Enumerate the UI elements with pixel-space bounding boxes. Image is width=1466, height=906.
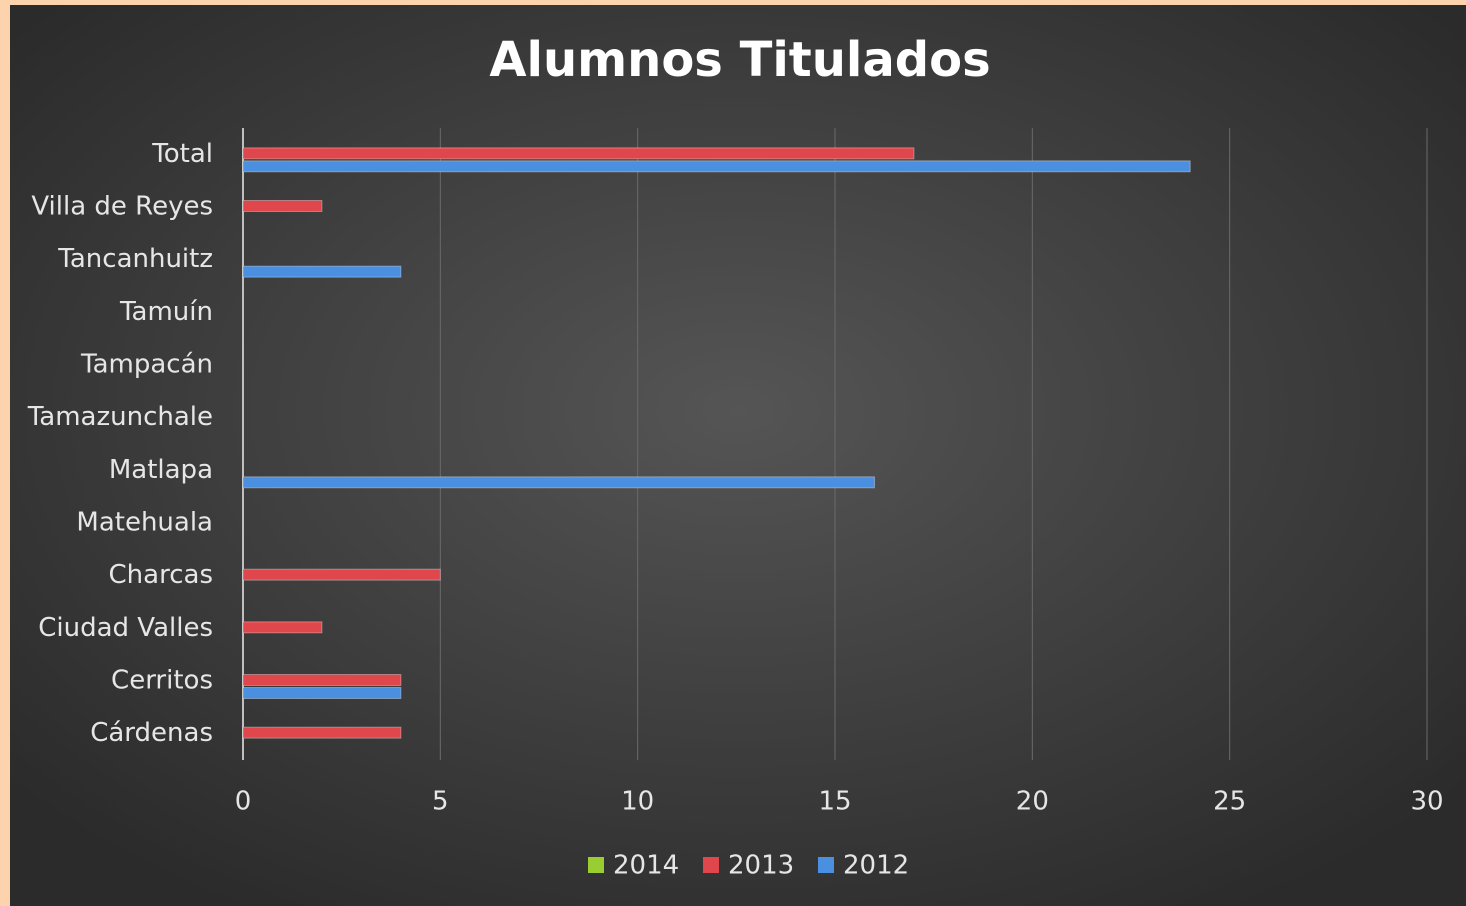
y-tick-label: Matehuala	[76, 508, 213, 538]
legend-marker	[818, 857, 834, 873]
x-tick-label: 10	[621, 787, 654, 817]
legend-label: 2012	[843, 851, 909, 881]
chart-background	[10, 5, 1466, 906]
y-tick-label: Cerritos	[111, 666, 213, 696]
y-tick-label: Tancanhuitz	[57, 244, 213, 274]
x-tick-label: 0	[235, 787, 252, 817]
chart-title: Alumnos Titulados	[489, 32, 990, 88]
y-tick-label: Tamuín	[119, 297, 213, 327]
y-tick-label: Ciudad Valles	[38, 613, 213, 643]
x-tick-label: 20	[1016, 787, 1049, 817]
legend-label: 2014	[613, 851, 679, 881]
legend-label: 2013	[728, 851, 794, 881]
legend-marker	[588, 857, 604, 873]
y-tick-label: Matlapa	[109, 455, 213, 485]
y-tick-label: Cárdenas	[90, 718, 213, 748]
x-tick-label: 30	[1410, 787, 1443, 817]
bar	[242, 621, 323, 634]
x-tick-label: 25	[1213, 787, 1246, 817]
y-tick-label: Villa de Reyes	[31, 192, 213, 222]
bar	[242, 687, 402, 699]
y-tick-label: Total	[151, 139, 213, 169]
y-tick-label: Tampacán	[80, 350, 213, 380]
y-tick-label: Tamazunchale	[27, 402, 213, 432]
y-tick-label: Charcas	[109, 560, 213, 590]
x-tick-label: 5	[432, 787, 449, 817]
bar	[242, 147, 915, 160]
bar	[242, 265, 402, 278]
bar	[242, 726, 402, 739]
bar	[242, 160, 1191, 173]
bar	[242, 568, 441, 581]
bar	[242, 476, 875, 489]
bar	[242, 200, 323, 212]
x-tick-label: 15	[818, 787, 851, 817]
legend-marker	[703, 857, 719, 873]
bar	[242, 674, 402, 686]
